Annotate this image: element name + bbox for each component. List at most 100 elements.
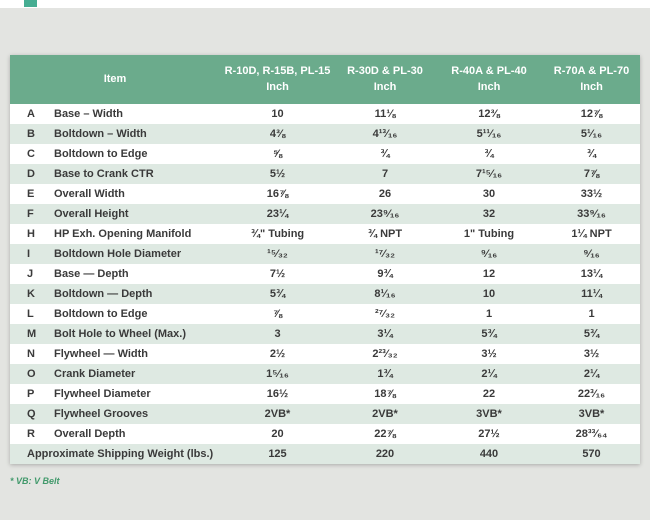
value-cell-col4: ¾: [586, 148, 597, 160]
value-cell-col4: 7⅞: [583, 168, 600, 180]
table-row-A: A Base – Width 10 11⅛ 12⅜ 12⅞: [10, 104, 640, 124]
value-cell-col3: 32: [482, 208, 496, 220]
row-letter: A: [27, 108, 35, 120]
table-header: Item R-10D, R-15B, PL-15 Inch R-30D & PL…: [10, 55, 640, 104]
value-cell-col2: ¾: [380, 148, 390, 160]
value-cell-col2: 1¾: [377, 368, 393, 380]
value-cell-col4: 2¼: [583, 368, 600, 380]
value-cell-col2: ¾ NPT: [367, 228, 403, 240]
value-cell-col4: 13¼: [580, 268, 603, 280]
header-col-3: R-40A & PL-40 Inch: [435, 55, 543, 104]
value-cell-col1: 3: [274, 328, 281, 340]
table-row-I: I Boltdown Hole Diameter ¹⁵⁄₃₂ ¹⁷⁄₃₂ ⁹⁄₁₆ ⁹⁄₁…: [10, 244, 640, 264]
value-cell-col1: 16⅞: [266, 188, 289, 200]
item-label: Flywheel — Width: [54, 348, 149, 360]
table-row-J: J Base — Depth 7½ 9¾ 12 13¼: [10, 264, 640, 284]
value-cell-col2: 3¼: [377, 328, 393, 340]
item-label: Overall Height: [54, 208, 129, 220]
value-cell-col3: 27½: [478, 428, 500, 440]
row-letter: J: [27, 268, 34, 280]
item-label: Base to Crank CTR: [54, 168, 154, 180]
table-row-R: R Overall Depth 20 22⅞ 27½ 28³³⁄₆₄: [10, 424, 640, 444]
row-letter: F: [27, 208, 34, 220]
row-letter: D: [27, 168, 35, 180]
item-label: HP Exh. Opening Manifold: [54, 228, 192, 240]
value-cell-col1: 7½: [269, 268, 286, 280]
shipping-weight-col1: 125: [268, 448, 287, 460]
value-cell-col2: 18⅞: [374, 388, 396, 400]
value-cell-col3: 12⅜: [478, 108, 500, 120]
value-cell-col4: 12⅞: [580, 108, 603, 120]
header-col-4: R-70A & PL-70 Inch: [543, 55, 640, 104]
content-panel: Item R-10D, R-15B, PL-15 Inch R-30D & PL…: [0, 8, 650, 520]
row-letter: R: [27, 428, 35, 440]
item-label: Flywheel Diameter: [54, 388, 151, 400]
value-cell-col4: 28³³⁄₆₄: [575, 428, 608, 440]
table-row-H: H HP Exh. Opening Manifold ¾" Tubing ¾ NPT 1…: [10, 224, 640, 244]
item-label: Base – Width: [54, 108, 123, 120]
value-cell-col2: 9¾: [377, 268, 393, 280]
value-cell-col4: 1: [588, 308, 595, 320]
value-cell-col1: 10: [271, 108, 284, 120]
value-cell-col4: 11¼: [581, 288, 602, 300]
value-cell-col2: 8¹⁄₁₆: [374, 288, 396, 300]
value-cell-col3: 5¹¹⁄₁₆: [476, 128, 502, 140]
table-row-E: E Overall Width 16⅞ 26 30 33½: [10, 184, 640, 204]
shipping-weight-col4: 570: [582, 448, 601, 460]
value-cell-col1: ¾" Tubing: [250, 228, 305, 240]
item-label: Boltdown – Width: [54, 128, 147, 140]
value-cell-col2: 7: [381, 168, 389, 180]
value-cell-col1: 23¼: [266, 208, 289, 220]
header-col-1: R-10D, R-15B, PL-15 Inch: [220, 55, 335, 104]
item-label: Boltdown to Edge: [54, 308, 148, 320]
value-cell-col1: 1⁵⁄₁₆: [266, 368, 289, 380]
table-row-Q: Q Flywheel Grooves 2VB* 2VB* 3VB* 3VB*: [10, 404, 640, 424]
value-cell-col4: 5¹⁄₁₆: [580, 128, 603, 140]
value-cell-col1: 4⅜: [269, 128, 286, 140]
item-label: Crank Diameter: [54, 368, 136, 380]
shipping-weight-col2: 220: [375, 448, 395, 460]
row-letter: M: [27, 328, 37, 340]
value-cell-col4: 5¾: [583, 328, 600, 340]
value-cell-col4: 3½: [583, 348, 600, 360]
table-row-K: K Boltdown — Depth 5¾ 8¹⁄₁₆ 10 11¼: [10, 284, 640, 304]
value-cell-col3: 2¼: [481, 368, 497, 380]
value-cell-col1: 5¾: [269, 288, 286, 300]
header-col-3-model: R-40A & PL-40: [451, 64, 527, 77]
value-cell-col1: 5½: [269, 168, 286, 180]
header-col-2-model: R-30D & PL-30: [347, 64, 423, 77]
row-letter: N: [27, 348, 35, 360]
value-cell-col3: 1: [485, 308, 493, 320]
header-col-2: R-30D & PL-30 Inch: [335, 55, 435, 104]
value-cell-col3: 3½: [481, 348, 497, 360]
header-col-1-unit: Inch: [266, 80, 289, 93]
value-cell-col2: 11⅛: [374, 108, 396, 120]
item-label: Boltdown Hole Diameter: [54, 248, 182, 260]
value-cell-col4: 3VB*: [578, 408, 605, 420]
row-letter: L: [27, 308, 34, 320]
table-row-C: C Boltdown to Edge ⅝ ¾ ¾ ¾: [10, 144, 640, 164]
value-cell-col3: ⁹⁄₁₆: [480, 248, 498, 260]
header-row: Item R-10D, R-15B, PL-15 Inch R-30D & PL…: [10, 55, 640, 104]
header-col-4-unit: Inch: [580, 80, 603, 93]
item-label: Base — Depth: [54, 268, 129, 280]
value-cell-col2: 4¹³⁄₁₆: [372, 128, 398, 140]
item-label: Overall Depth: [54, 428, 126, 440]
value-cell-col4: 33½: [580, 188, 603, 200]
value-cell-col1: 2½: [269, 348, 286, 360]
row-letter: E: [27, 188, 35, 200]
value-cell-col1: 16½: [266, 388, 289, 400]
value-cell-col3: 1" Tubing: [463, 228, 515, 240]
value-cell-col1: ⅝: [272, 148, 283, 160]
item-label: Boltdown to Edge: [54, 148, 148, 160]
row-letter: B: [27, 128, 35, 140]
item-label: Overall Width: [54, 188, 125, 200]
value-cell-col2: 2VB*: [372, 408, 398, 420]
table-row-B: B Boltdown – Width 4⅜ 4¹³⁄₁₆ 5¹¹⁄₁₆ 5¹⁄₁₆: [10, 124, 640, 144]
table-row-D: D Base to Crank CTR 5½ 7 7¹⁵⁄₁₆ 7⅞: [10, 164, 640, 184]
row-letter: C: [27, 148, 35, 160]
value-cell-col3: 30: [482, 188, 496, 200]
row-letter: O: [27, 368, 36, 380]
table-row-F: F Overall Height 23¼ 23⁹⁄₁₆ 32 33⁹⁄₁₆: [10, 204, 640, 224]
value-cell-col3: 12: [482, 268, 496, 280]
